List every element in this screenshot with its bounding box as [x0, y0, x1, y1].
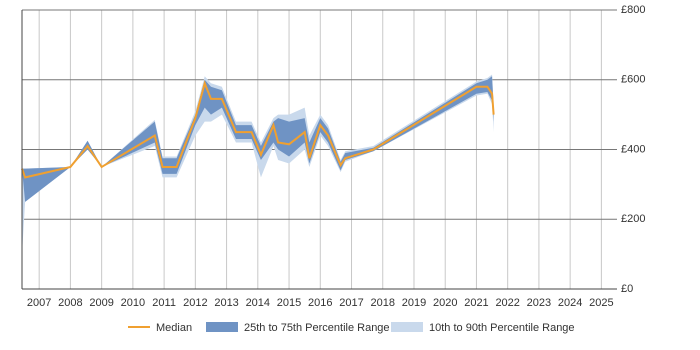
- legend-label: 25th to 75th Percentile Range: [244, 322, 390, 334]
- y-tick-label: £400: [621, 143, 645, 155]
- x-tick-label: 2007: [27, 297, 51, 309]
- x-tick-label: 2022: [495, 297, 519, 309]
- x-tick-label: 2016: [308, 297, 332, 309]
- x-tick-label: 2017: [339, 297, 363, 309]
- y-tick-label: £600: [621, 74, 645, 86]
- x-tick-label: 2024: [558, 297, 582, 309]
- percentile-band: [22, 74, 494, 255]
- x-tick-label: 2021: [464, 297, 488, 309]
- x-tick-label: 2015: [277, 297, 301, 309]
- x-tick-label: 2019: [402, 297, 426, 309]
- x-tick-label: 2018: [371, 297, 395, 309]
- x-tick-label: 2010: [121, 297, 145, 309]
- y-tick-label: £200: [621, 213, 645, 225]
- x-tick-label: 2013: [214, 297, 238, 309]
- x-tick-label: 2011: [152, 297, 176, 309]
- x-tick-label: 2008: [58, 297, 82, 309]
- legend-label: 10th to 90th Percentile Range: [429, 322, 575, 334]
- median-line: [21, 80, 495, 179]
- x-tick-label: 2020: [433, 297, 457, 309]
- x-tick-label: 2014: [246, 297, 270, 309]
- legend-swatch: [391, 322, 423, 332]
- x-tick-label: 2012: [183, 297, 207, 309]
- legend-swatch: [206, 322, 238, 332]
- x-tick-label: 2009: [89, 297, 113, 309]
- y-tick-label: £0: [621, 283, 633, 295]
- x-tick-label: 2023: [527, 297, 551, 309]
- legend-label: Median: [156, 322, 192, 334]
- y-tick-label: £800: [621, 4, 645, 16]
- x-tick-label: 2025: [589, 297, 613, 309]
